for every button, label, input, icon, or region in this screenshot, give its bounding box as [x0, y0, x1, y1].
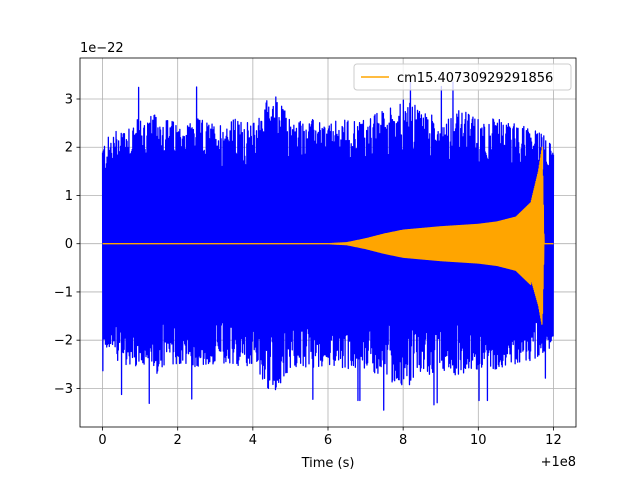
- legend-box: [353, 63, 572, 91]
- x-tick-label: 6: [324, 433, 332, 448]
- y-tick-label: 2: [65, 141, 73, 156]
- y-tick-label: 0: [65, 237, 73, 252]
- y-scale-label: 1e−22: [80, 41, 124, 56]
- y-tick-label: 1: [65, 189, 73, 204]
- y-tick-label: 3: [65, 93, 73, 108]
- x-tick-label: 10: [470, 433, 487, 448]
- x-tick-label: 4: [249, 433, 257, 448]
- plot-data: [101, 81, 555, 411]
- x-tick-label: 12: [545, 433, 562, 448]
- x-tick-label: 8: [399, 433, 407, 448]
- legend: cm15.40730929291856: [353, 63, 572, 91]
- legend-label: cm15.40730929291856: [397, 71, 553, 86]
- y-tick-label: −3: [54, 382, 73, 397]
- x-tick-label: 0: [98, 433, 106, 448]
- x-tick-label: 2: [174, 433, 182, 448]
- x-offset-label: +1e8: [541, 455, 576, 470]
- x-axis-label: Time (s): [301, 456, 355, 471]
- series-line-2: [102, 146, 554, 325]
- y-tick-label: −1: [54, 285, 73, 300]
- y-tick-label: −2: [54, 334, 73, 349]
